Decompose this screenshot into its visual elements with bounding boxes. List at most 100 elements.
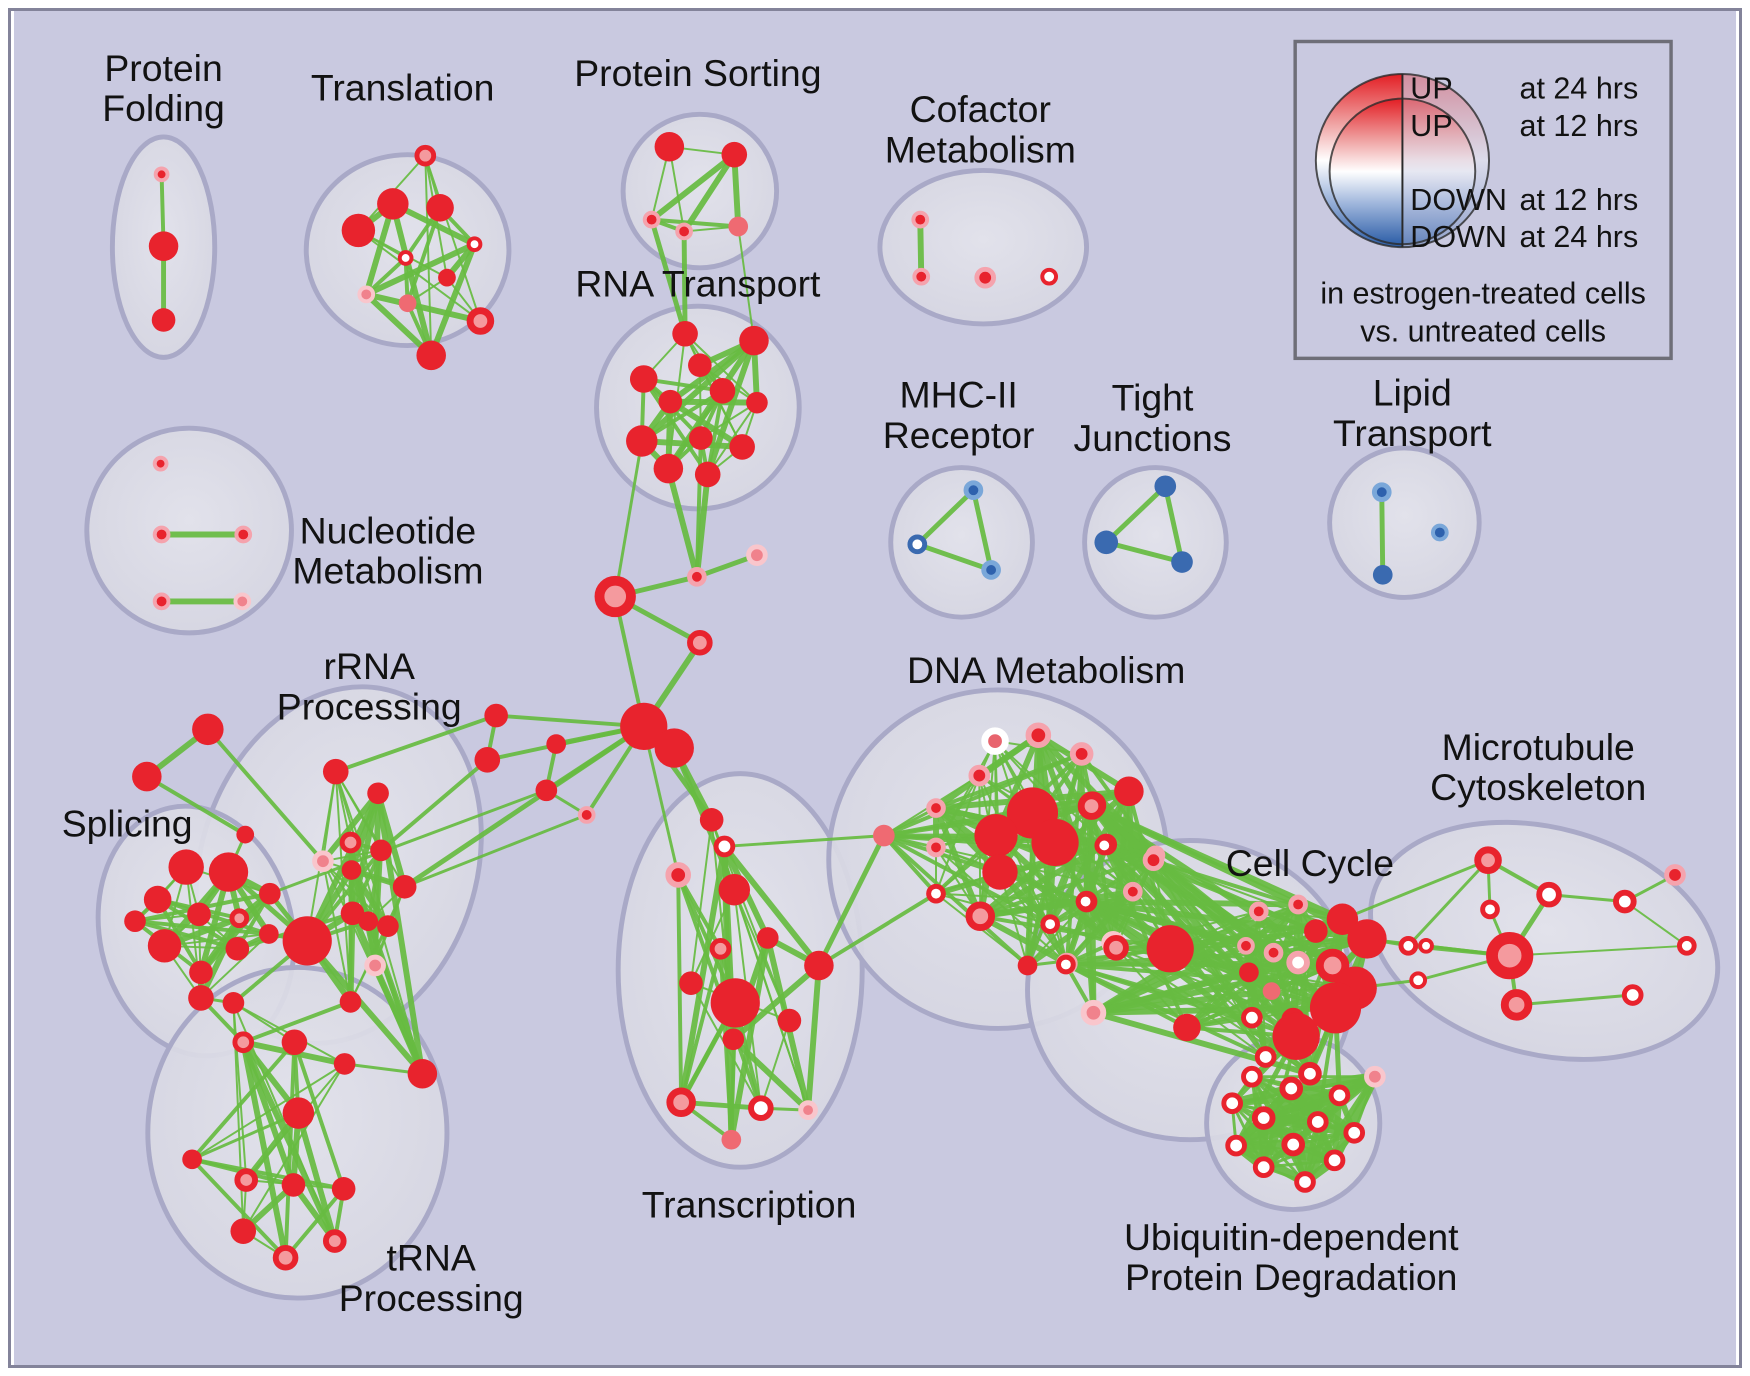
- graph-edge: [144, 774, 248, 837]
- graph-node: [629, 365, 658, 393]
- graph-node: [1281, 1132, 1306, 1157]
- legend-time-label: at 24 hrs: [1520, 72, 1639, 106]
- graph-edge: [364, 256, 408, 297]
- graph-edge: [706, 401, 758, 476]
- graph-edge: [613, 439, 644, 598]
- cluster-label: Metabolism: [292, 550, 483, 592]
- legend-halo-12hr: [1329, 98, 1403, 245]
- graph-node: [1077, 792, 1106, 820]
- graph-node: [282, 1097, 315, 1129]
- graph-node: [1279, 1076, 1304, 1101]
- graph-node: [718, 873, 751, 906]
- graph-node: [1272, 1012, 1320, 1060]
- graph-node: [1263, 942, 1284, 963]
- graph-edge: [1379, 489, 1386, 578]
- graph-edge: [357, 229, 482, 322]
- graph-node: [713, 835, 736, 858]
- graph-node: [642, 210, 661, 229]
- graph-node: [282, 916, 332, 966]
- graph-node: [1173, 1013, 1201, 1042]
- graph-node: [1252, 1156, 1275, 1179]
- graph-edge: [737, 225, 755, 342]
- graph-node: [1430, 523, 1449, 542]
- graph-node: [377, 915, 399, 937]
- graph-node: [1486, 932, 1534, 980]
- graph-node: [756, 927, 779, 949]
- graph-node: [192, 713, 224, 746]
- graph-node: [1031, 818, 1079, 867]
- graph-node: [147, 929, 182, 963]
- legend-direction-label: UP: [1410, 109, 1452, 143]
- graph-node: [546, 734, 567, 754]
- graph-edge: [1026, 900, 1088, 967]
- graph-node: [665, 862, 691, 888]
- graph-edge: [917, 216, 925, 280]
- graph-node: [341, 860, 362, 880]
- graph-node: [1056, 954, 1076, 975]
- graph-node: [689, 426, 713, 450]
- graph-node: [1069, 742, 1094, 766]
- graph-edge: [648, 151, 738, 223]
- graph-node: [1171, 551, 1193, 573]
- graph-node: [721, 141, 748, 168]
- graph-node: [1025, 722, 1052, 749]
- cluster-ps-ellipse: [620, 111, 780, 271]
- graph-node: [259, 882, 281, 905]
- cluster-label: Cofactor: [910, 88, 1051, 130]
- graph-edge: [268, 788, 548, 896]
- graph-node: [236, 825, 255, 844]
- graph-node: [873, 824, 895, 847]
- cluster-label: Protein: [104, 47, 222, 89]
- graph-node: [729, 434, 755, 460]
- graph-node: [1304, 919, 1328, 943]
- graph-node: [974, 813, 1018, 858]
- graph-edge: [1365, 937, 1512, 958]
- graph-edge: [1052, 840, 1173, 952]
- graph-node: [982, 854, 1018, 890]
- graph-node: [728, 216, 749, 237]
- graph-node: [965, 901, 996, 932]
- graph-node: [187, 902, 211, 927]
- graph-edge: [1245, 935, 1370, 976]
- graph-node: [281, 1173, 306, 1197]
- graph-edge: [914, 541, 994, 573]
- graph-node: [143, 885, 172, 914]
- graph-node: [739, 325, 769, 356]
- graph-node: [654, 132, 685, 162]
- graph-node: [1474, 846, 1502, 874]
- graph-node: [152, 455, 169, 472]
- graph-edge: [1162, 483, 1185, 565]
- graph-node: [341, 213, 376, 248]
- graph-edge: [155, 897, 203, 975]
- graph-node: [370, 839, 392, 862]
- graph-edge: [1103, 539, 1185, 565]
- graph-node: [694, 461, 721, 488]
- graph-node: [721, 1129, 742, 1150]
- graph-node: [438, 268, 456, 287]
- graph-node: [151, 308, 176, 332]
- graph-node: [666, 1087, 696, 1118]
- graph-edge: [935, 892, 1052, 926]
- graph-edge: [304, 937, 426, 1077]
- graph-node: [709, 378, 736, 404]
- cluster-label: Splicing: [62, 803, 193, 845]
- cluster-label: Receptor: [883, 414, 1035, 456]
- cluster-label: tRNA: [387, 1237, 476, 1279]
- graph-node: [339, 831, 362, 854]
- graph-node: [679, 971, 703, 996]
- graph-node: [699, 808, 724, 832]
- graph-node: [926, 798, 946, 818]
- graph-node: [1323, 1149, 1346, 1172]
- graph-node: [911, 210, 930, 229]
- graph-node: [1664, 864, 1686, 886]
- graph-edge: [805, 962, 822, 1114]
- graph-edge: [1406, 858, 1490, 948]
- graph-node: [152, 592, 171, 611]
- cluster-label: Ubiquitin-dependent: [1124, 1216, 1459, 1258]
- cluster-label: Microtubule: [1442, 726, 1635, 768]
- graph-edge: [681, 228, 688, 337]
- graph-edge: [977, 888, 1136, 920]
- legend-time-label: at 24 hrs: [1520, 220, 1639, 254]
- graph-node: [926, 837, 946, 858]
